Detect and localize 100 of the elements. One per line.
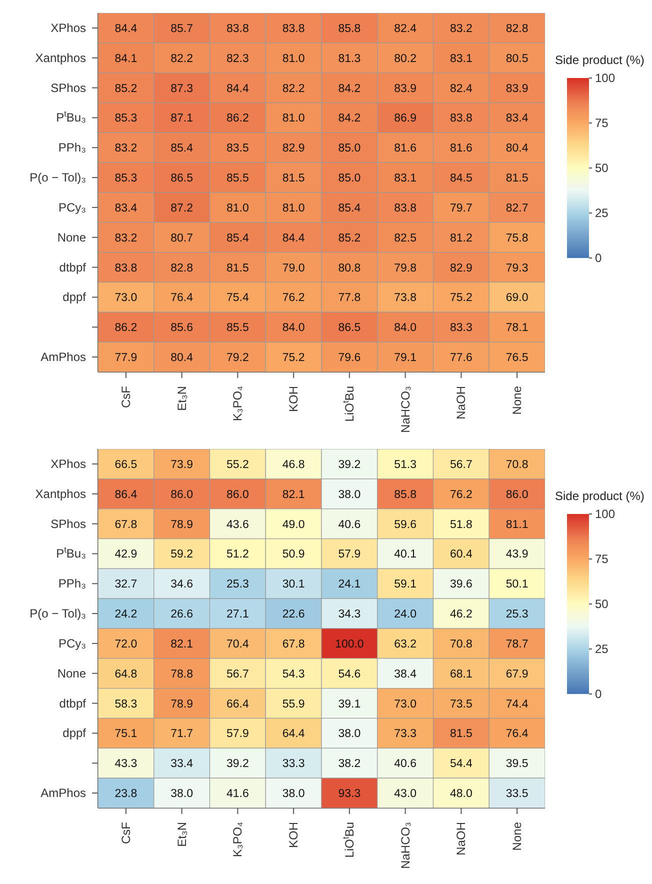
y-tick-label: dppf	[62, 290, 87, 304]
data-label: 23.8	[114, 788, 138, 800]
data-label: 76.5	[506, 352, 528, 364]
data-label: 46.8	[282, 458, 305, 471]
y-tick-label: P(o − Tol)₃	[30, 606, 86, 621]
data-label: 82.4	[450, 82, 473, 95]
x-tick-label: None	[510, 386, 524, 415]
data-label: 81.5	[282, 172, 305, 185]
data-label: 27.1	[226, 608, 249, 621]
data-label: 79.2	[226, 352, 249, 364]
data-label: 83.8	[114, 262, 138, 274]
data-label: 60.4	[450, 548, 473, 561]
data-label: 81.6	[394, 142, 417, 155]
data-label: 85.4	[338, 202, 362, 214]
data-label: 76.4	[170, 292, 194, 304]
data-label: 83.2	[450, 22, 472, 35]
data-label: 76.4	[506, 728, 529, 740]
data-label: 75.2	[450, 292, 472, 304]
data-label: 33.5	[506, 788, 528, 800]
color-bar-label: 0	[595, 251, 602, 265]
data-label: 43.0	[394, 788, 417, 800]
data-label: 80.5	[506, 52, 528, 65]
data-label: 82.2	[170, 52, 194, 65]
data-label: 81.1	[506, 518, 528, 531]
x-tick-label: NaHCO₃	[398, 822, 412, 869]
x-tick-label: NaOH	[454, 386, 468, 420]
data-label: 66.4	[226, 698, 250, 710]
data-label: 38.0	[170, 788, 194, 800]
data-label: 39.6	[450, 578, 472, 591]
data-label: 43.6	[226, 518, 249, 531]
data-label: 51.3	[394, 458, 417, 471]
data-label: 54.3	[282, 668, 305, 680]
color-bar-label: 100	[595, 507, 616, 521]
data-label: 82.8	[170, 262, 194, 274]
data-label: 83.8	[394, 202, 417, 214]
color-bar-label: 100	[595, 71, 616, 85]
data-label: 83.2	[114, 142, 138, 155]
data-label: 40.1	[394, 548, 417, 561]
data-label: 84.4	[114, 22, 138, 35]
data-label: 78.9	[170, 518, 194, 531]
data-label: 86.0	[506, 488, 528, 501]
data-label: 82.2	[282, 82, 305, 95]
data-label: 86.5	[338, 322, 361, 334]
data-label: 55.2	[226, 458, 249, 471]
data-label: 25.3	[226, 578, 249, 591]
data-label: 73.9	[170, 458, 194, 471]
data-label: 85.2	[338, 232, 361, 244]
data-label: 80.4	[506, 142, 529, 155]
data-label: 85.2	[114, 82, 138, 95]
data-label: 75.4	[226, 292, 250, 304]
color-bar-title: Side product (%)	[555, 489, 644, 503]
data-label: 38.0	[338, 728, 361, 740]
data-label: 83.8	[450, 112, 472, 125]
data-label: 93.3	[338, 788, 361, 800]
data-label: 51.2	[226, 548, 249, 561]
x-tick-label: K₃PO₄	[230, 822, 245, 858]
y-tick-label: dtbpf	[59, 260, 87, 274]
data-label: 78.8	[170, 668, 194, 680]
color-bar-label: 50	[595, 597, 609, 611]
data-label: 85.5	[226, 172, 249, 185]
y-tick-label: PPh₃	[58, 140, 86, 155]
data-label: 43.9	[506, 548, 528, 561]
data-label: 75.2	[282, 352, 305, 364]
data-label: 54.4	[450, 758, 473, 770]
data-label: 30.1	[282, 578, 305, 591]
data-label: 76.2	[282, 292, 305, 304]
data-label: 83.2	[114, 232, 138, 244]
data-label: 46.2	[450, 608, 472, 621]
data-label: 57.9	[338, 548, 361, 561]
data-label: 86.0	[226, 488, 249, 501]
color-bar-label: 25	[595, 206, 609, 220]
data-label: 77.6	[450, 352, 472, 364]
data-label: 86.5	[170, 172, 194, 185]
data-label: 70.8	[450, 638, 472, 650]
y-tick-label: PCy₃	[58, 636, 86, 650]
data-label: 24.1	[338, 578, 361, 591]
data-label: 24.2	[114, 608, 138, 621]
data-label: 86.9	[394, 112, 417, 125]
y-tick-label: AmPhos	[40, 786, 86, 800]
data-label: 39.5	[506, 758, 528, 770]
data-label: 82.5	[394, 232, 417, 244]
data-label: 84.0	[282, 322, 305, 334]
data-label: 83.8	[282, 22, 305, 35]
data-label: 82.1	[170, 638, 194, 650]
data-label: 83.4	[506, 112, 529, 125]
data-label: 54.6	[338, 668, 361, 680]
data-label: 85.8	[394, 488, 417, 501]
y-tick-label: SPhos	[50, 516, 86, 531]
data-label: 81.2	[450, 232, 472, 244]
data-label: 85.5	[226, 322, 249, 334]
data-label: 81.0	[226, 202, 249, 214]
data-label: 80.8	[338, 262, 361, 274]
data-label: 100.0	[335, 638, 364, 650]
data-label: 81.5	[226, 262, 249, 274]
data-label: 84.4	[226, 82, 250, 95]
data-label: 81.0	[282, 52, 305, 65]
data-label: 76.2	[450, 488, 472, 501]
data-label: 39.2	[226, 758, 249, 770]
color-bar-title: Side product (%)	[555, 53, 644, 67]
y-tick-label: None	[57, 230, 86, 244]
